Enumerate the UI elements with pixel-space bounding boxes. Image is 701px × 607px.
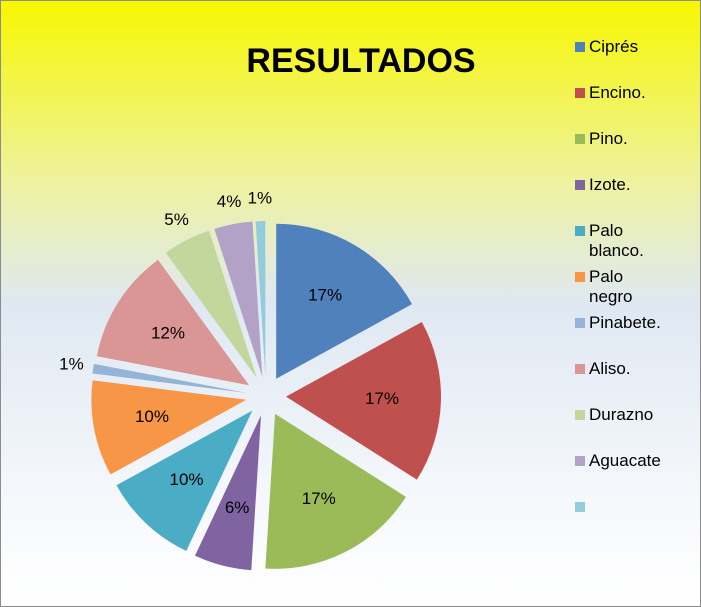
legend-swatch [575,134,585,144]
pie-slice [116,410,253,551]
legend-swatch [575,364,585,374]
pie-slice [214,221,263,377]
legend-label: Aliso. [589,359,631,378]
legend-swatch [575,410,585,420]
data-label: 1% [59,355,84,374]
data-label: 10% [170,470,204,489]
legend-swatch [575,180,585,190]
legend-swatch [575,502,585,512]
legend-swatch [575,318,585,328]
pie-slice [165,230,257,379]
legend-label: Pino. [589,129,628,148]
data-label: 6% [225,498,250,517]
legend-label: Ciprés [589,37,639,56]
data-label: 17% [302,489,336,508]
legend-label: Palo negro [589,267,633,306]
data-label: 5% [164,210,189,229]
legend-label: Palo blanco. [589,221,644,260]
data-label: 1% [248,189,273,208]
legend-swatch [575,88,585,98]
pie-slice [285,321,441,480]
legend-label: Pinabete. [589,313,661,332]
data-label: 17% [308,286,342,305]
pie-slice [91,380,247,475]
pie-slice [195,415,262,571]
data-label: 4% [217,192,242,211]
data-label: 17% [365,389,399,408]
legend-label: Izote. [589,175,631,194]
legend-swatch [575,272,585,282]
legend-swatch [575,226,585,236]
legend-swatch [575,456,585,466]
pie-slice [265,413,406,569]
data-label: 10% [135,407,169,426]
data-label: 12% [151,323,185,342]
pie-slice [96,259,250,386]
legend-swatch [575,42,585,52]
pie-slice [255,221,266,377]
pie-slice [276,223,413,379]
legend-label: Encino. [589,83,646,102]
legend-label: Aguacate [589,451,661,470]
pie-slice [92,363,247,393]
chart-title: RESULTADOS [246,42,475,80]
legend-label: Durazno [589,405,654,424]
